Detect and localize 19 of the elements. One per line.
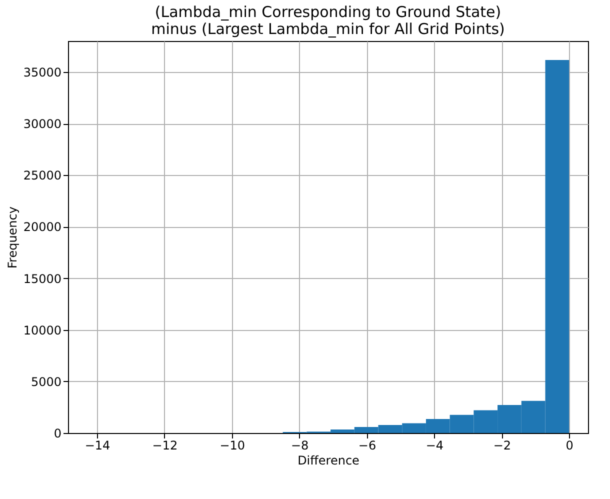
x-tick-label: −10 [220,438,246,452]
y-tick-label: 10000 [23,323,62,338]
y-tick-label: 5000 [30,374,62,389]
x-tick-label: −2 [493,438,512,452]
chart-title: (Lambda_min Corresponding to Ground State) minus (Largest Lambda_min for All Grid Points) [151,3,505,38]
x-axis-title: Difference [298,454,360,468]
x-tick-label: −6 [358,438,376,452]
y-axis-title: Frequency [5,206,20,268]
x-tick-label: −12 [152,438,178,452]
x-tick-label: −14 [84,438,110,452]
y-tick-label: 35000 [23,65,62,80]
y-tick-label: 25000 [23,168,62,183]
x-tick-label: −8 [290,438,309,452]
y-tick-label: 30000 [23,117,62,132]
y-tick-label: 15000 [23,272,62,286]
y-tick-label: 20000 [23,220,62,234]
x-tick-label: 0 [566,438,574,452]
x-tick-label: −4 [426,438,444,452]
y-tick-label: 0 [54,426,62,440]
